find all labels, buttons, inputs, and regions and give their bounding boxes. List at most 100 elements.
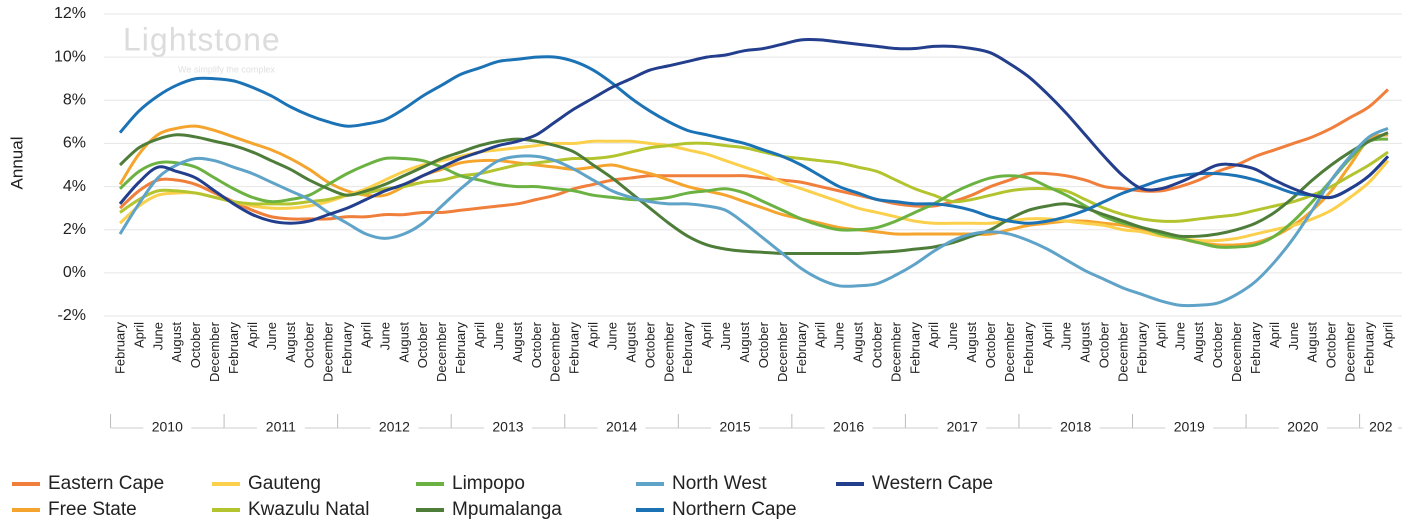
- x-tick-label: December: [548, 321, 563, 382]
- x-tick-label: June: [1286, 322, 1301, 350]
- y-tick-label: 0%: [63, 264, 86, 281]
- x-tick-label: October: [642, 321, 657, 368]
- x-tick-label: October: [529, 321, 544, 368]
- x-tick-label: October: [869, 321, 884, 368]
- x-tick-label: June: [377, 322, 392, 350]
- y-tick-label: 2%: [63, 221, 86, 238]
- series-line: [118, 131, 1389, 256]
- x-tick-label: December: [1115, 321, 1130, 382]
- series-line: [118, 137, 1389, 249]
- year-label: 2017: [947, 419, 978, 435]
- y-tick-label: -2%: [58, 307, 86, 324]
- y-axis-title: Annual: [7, 137, 26, 190]
- year-label: 202: [1369, 419, 1393, 435]
- x-tick-label: August: [623, 322, 638, 363]
- x-tick-label: December: [888, 321, 903, 382]
- x-tick-label: April: [1380, 322, 1395, 348]
- x-tick-label: February: [1248, 322, 1263, 375]
- year-label: 2015: [719, 419, 750, 435]
- x-tick-label: October: [756, 321, 771, 368]
- x-tick-label: October: [1210, 321, 1225, 368]
- x-tick-label: February: [907, 322, 922, 375]
- x-tick-label: February: [453, 322, 468, 375]
- series-line: [118, 139, 1390, 243]
- year-label: 2014: [606, 419, 637, 435]
- x-tick-label: August: [851, 322, 866, 363]
- y-tick-label: 4%: [63, 178, 86, 195]
- x-tick-label: August: [737, 322, 752, 363]
- year-label: 2020: [1287, 419, 1318, 435]
- x-tick-label: June: [604, 322, 619, 350]
- watermark: Lightstone: [123, 21, 281, 57]
- x-tick-label: April: [1040, 322, 1055, 348]
- x-tick-label: October: [188, 321, 203, 368]
- x-tick-label: February: [112, 322, 127, 375]
- x-tick-label: August: [964, 322, 979, 363]
- x-tick-label: June: [1059, 322, 1074, 350]
- x-tick-label: August: [283, 322, 298, 363]
- legend-label: Gauteng: [248, 473, 321, 494]
- series-line: [118, 124, 1389, 247]
- watermark-tagline: We simplify the complex: [178, 64, 275, 74]
- x-tick-label: April: [926, 322, 941, 348]
- x-tick-label: February: [680, 322, 695, 375]
- year-label: 2016: [833, 419, 864, 435]
- x-tick-label: February: [567, 322, 582, 375]
- x-tick-label: April: [586, 322, 601, 348]
- x-tick-label: June: [264, 322, 279, 350]
- y-tick-label: 8%: [63, 92, 86, 109]
- x-tick-label: June: [718, 322, 733, 350]
- x-tick-label: August: [396, 322, 411, 363]
- year-label: 2019: [1174, 419, 1205, 435]
- x-tick-label: April: [245, 322, 260, 348]
- x-tick-label: February: [226, 322, 241, 375]
- x-tick-label: February: [1134, 322, 1149, 375]
- x-tick-label: June: [150, 322, 165, 350]
- x-tick-label: August: [1078, 322, 1093, 363]
- x-tick-label: April: [813, 322, 828, 348]
- legend-label: Limpopo: [452, 473, 525, 494]
- x-tick-label: October: [1324, 321, 1339, 368]
- x-tick-label: February: [794, 322, 809, 375]
- y-tick-label: 10%: [54, 48, 86, 65]
- x-tick-label: December: [1002, 321, 1017, 382]
- x-tick-label: June: [1172, 322, 1187, 350]
- x-tick-label: December: [207, 321, 222, 382]
- x-tick-label: October: [983, 321, 998, 368]
- x-tick-label: April: [131, 322, 146, 348]
- x-tick-label: June: [832, 322, 847, 350]
- legend-label: Northern Cape: [672, 499, 797, 520]
- x-tick-label: February: [340, 322, 355, 375]
- x-tick-label: August: [510, 322, 525, 363]
- y-tick-label: 12%: [54, 5, 86, 22]
- legend-label: Western Cape: [872, 473, 993, 494]
- x-tick-label: February: [1021, 322, 1036, 375]
- x-tick-label: June: [491, 322, 506, 350]
- legend-label: North West: [672, 473, 767, 494]
- x-tick-label: December: [661, 321, 676, 382]
- year-label: 2010: [152, 419, 183, 435]
- series-line: [118, 88, 1390, 221]
- x-tick-label: April: [699, 322, 714, 348]
- series-line: [118, 55, 1390, 225]
- x-tick-label: August: [1305, 322, 1320, 363]
- x-tick-label: April: [1153, 322, 1168, 348]
- x-tick-label: October: [415, 321, 430, 368]
- series-line: [118, 37, 1390, 225]
- year-label: 2011: [266, 419, 296, 435]
- legend-label: Kwazulu Natal: [248, 499, 369, 520]
- x-tick-label: June: [945, 322, 960, 350]
- y-tick-label: 6%: [63, 135, 86, 152]
- x-tick-label: December: [1343, 321, 1358, 382]
- legend-label: Mpumalanga: [452, 499, 562, 520]
- x-tick-label: August: [169, 322, 184, 363]
- x-tick-label: December: [434, 321, 449, 382]
- x-tick-label: February: [1362, 322, 1377, 375]
- legend-label: Free State: [48, 499, 137, 520]
- x-tick-label: April: [358, 322, 373, 348]
- x-tick-label: August: [1191, 322, 1206, 363]
- year-label: 2018: [1060, 419, 1091, 435]
- year-label: 2012: [379, 419, 410, 435]
- legend-label: Eastern Cape: [48, 473, 164, 494]
